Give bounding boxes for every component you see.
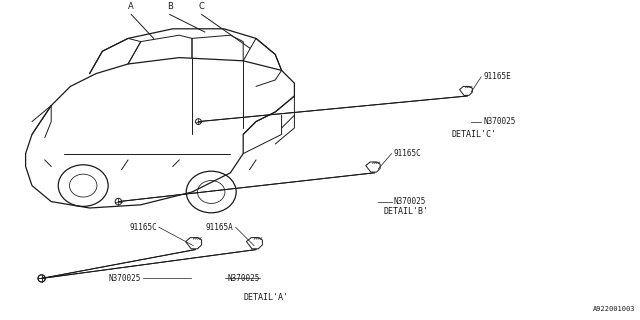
Text: 91165C: 91165C: [394, 149, 421, 158]
Text: N370025: N370025: [483, 117, 516, 126]
Text: DETAIL'B': DETAIL'B': [384, 207, 429, 216]
Text: A: A: [129, 3, 134, 12]
Text: 91165C: 91165C: [129, 223, 157, 232]
Text: 91165A: 91165A: [206, 223, 234, 232]
Text: 91165E: 91165E: [483, 72, 511, 81]
Text: DETAIL'C': DETAIL'C': [451, 130, 496, 139]
Text: N370025: N370025: [394, 197, 426, 206]
Text: N370025: N370025: [227, 274, 260, 283]
Text: DETAIL'A': DETAIL'A': [243, 293, 288, 302]
Text: N370025: N370025: [108, 274, 141, 283]
Text: B: B: [166, 3, 173, 12]
Text: A922001003: A922001003: [593, 306, 635, 312]
Text: C: C: [198, 3, 205, 12]
